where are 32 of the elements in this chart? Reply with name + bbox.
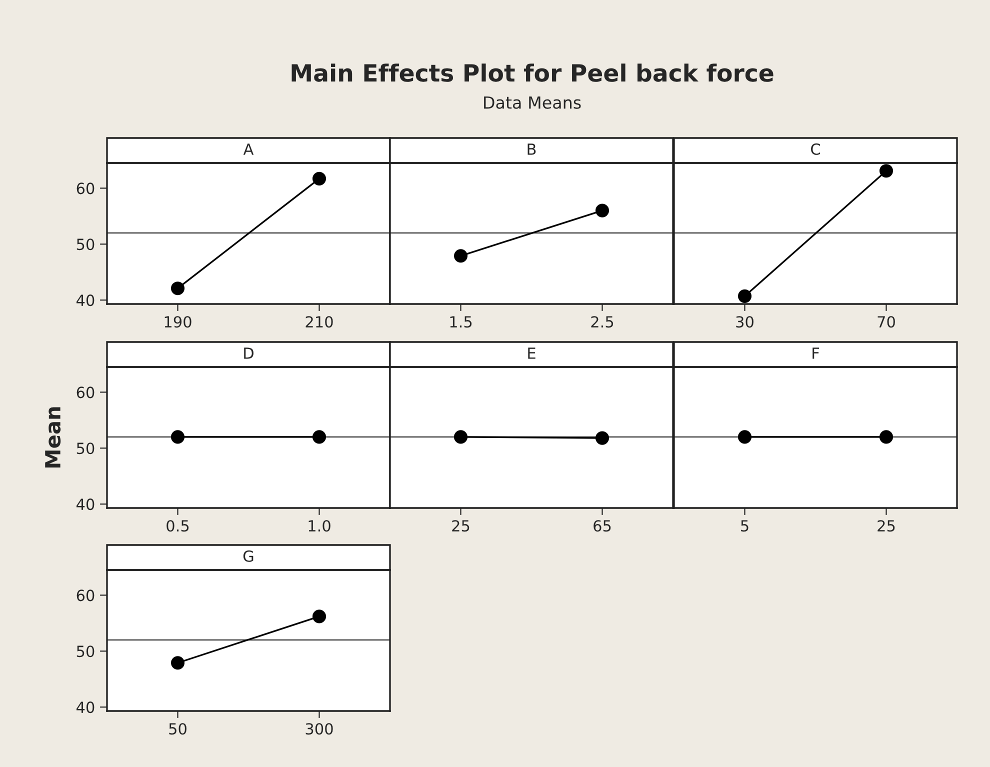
x-tick-label: 65 bbox=[594, 520, 611, 532]
x-tick-label: 25 bbox=[878, 520, 895, 532]
x-tick-label: 210 bbox=[306, 316, 333, 328]
y-tick-label: 60 bbox=[76, 386, 94, 398]
y-tick-label: 50 bbox=[76, 442, 94, 454]
x-tick-label: 5 bbox=[741, 520, 748, 532]
x-tick-label: 1.5 bbox=[450, 316, 472, 328]
y-tick-label: 50 bbox=[76, 238, 94, 250]
y-tick-label: 60 bbox=[76, 590, 94, 602]
x-tick-label: 2.5 bbox=[591, 316, 614, 328]
text: Data Means bbox=[484, 96, 581, 109]
x-tick-label: 300 bbox=[306, 723, 333, 735]
chart-title: A bbox=[243, 144, 254, 155]
y-tick-label: 40 bbox=[76, 498, 94, 510]
text: Main Effects Plot for Peel back force bbox=[292, 64, 774, 82]
x-tick-label: 1.0 bbox=[308, 520, 330, 532]
chart-title: B bbox=[528, 144, 536, 155]
x-tick-label: 190 bbox=[164, 316, 192, 328]
x-tick-label: 25 bbox=[452, 520, 470, 532]
x-tick-label: 0.5 bbox=[166, 520, 189, 532]
y-tick-label: 40 bbox=[76, 702, 94, 714]
y-tick-label: 50 bbox=[76, 646, 94, 658]
chart-title: F bbox=[812, 348, 820, 359]
chart-title: E bbox=[528, 348, 536, 359]
y-axis-title: Mean bbox=[45, 407, 61, 468]
x-tick-label: 30 bbox=[736, 316, 754, 328]
x-tick-label: 70 bbox=[878, 316, 895, 328]
chart-title: C bbox=[811, 143, 820, 155]
chart-title: G bbox=[243, 550, 254, 562]
y-tick-label: 60 bbox=[76, 182, 94, 194]
y-tick-label: 40 bbox=[76, 294, 94, 306]
chart-title: D bbox=[244, 348, 254, 359]
